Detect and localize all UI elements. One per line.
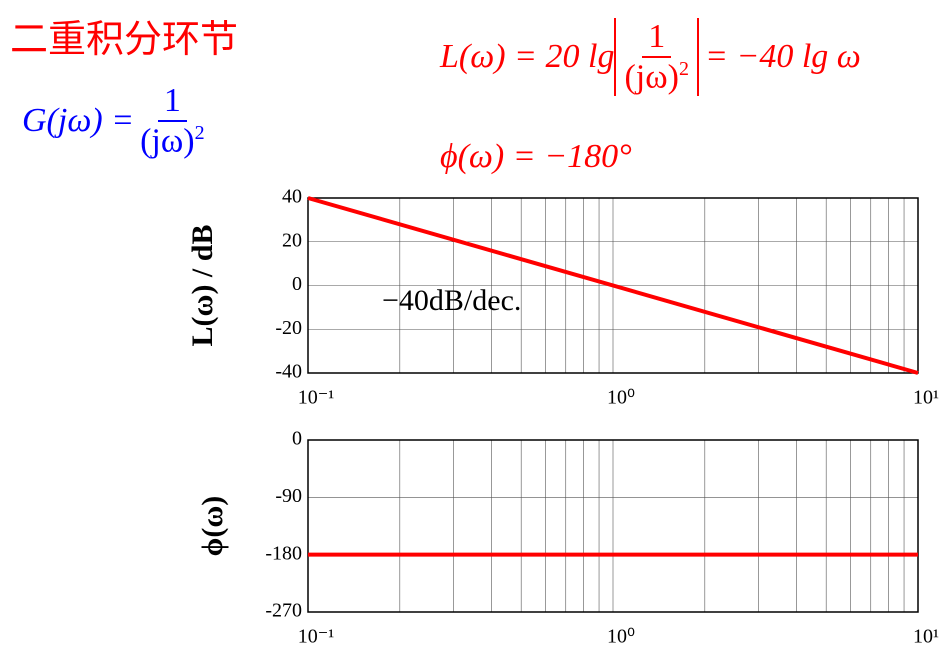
plot-frame <box>307 197 919 374</box>
denominator: (jω)2 <box>140 122 204 160</box>
y-tick-label: 0 <box>292 428 302 450</box>
plot-frame <box>307 439 919 613</box>
y-tick-label: -20 <box>275 317 302 339</box>
numerator: 1 <box>157 82 187 122</box>
y-tick-label: -90 <box>275 485 302 507</box>
transfer-formula: G(jω) = 1 (jω)2 <box>22 82 211 160</box>
y-tick-label: -180 <box>265 542 302 564</box>
magnitude-formula: L(ω) = 20 lg 1 (jω)2 = −40 lg ω <box>440 18 861 97</box>
x-tick-label: 10¹ <box>913 626 939 648</box>
y-tick-label: 40 <box>282 186 302 208</box>
fraction: 1 (jω)2 <box>624 18 688 96</box>
title: 二重积分环节 <box>10 17 239 61</box>
x-tick-label: 10¹ <box>913 387 939 409</box>
y-axis-label: L(ω) / dB <box>186 225 219 347</box>
fraction: 1 (jω)2 <box>140 82 204 160</box>
line <box>307 196 919 375</box>
x-tick-label: 10⁻¹ <box>298 626 335 648</box>
formula-text: L(ω) = 20 lg <box>440 38 615 76</box>
abs-bars: 1 (jω)2 <box>614 18 699 97</box>
y-tick-label: -40 <box>275 361 302 383</box>
x-tick-label: 10⁻¹ <box>298 387 335 409</box>
denominator: (jω)2 <box>624 58 688 96</box>
exponent: 2 <box>194 122 205 144</box>
exponent: 2 <box>678 58 689 80</box>
formula-text: = −40 lg ω <box>704 38 861 76</box>
formula-text: G(jω) = <box>22 102 135 140</box>
y-tick-label: 20 <box>282 229 302 251</box>
annotation: −40dB/dec. <box>382 284 521 317</box>
x-tick-label: 10⁰ <box>607 626 635 648</box>
den: (jω) <box>140 122 195 160</box>
y-tick-label: -270 <box>265 600 302 622</box>
y-axis-label: ϕ(ω) <box>196 496 229 557</box>
den: (jω) <box>624 58 679 96</box>
x-tick-label: 10⁰ <box>607 387 635 409</box>
y-tick-label: 0 <box>292 273 302 295</box>
phase-formula: ϕ(ω) = −180° <box>440 138 632 175</box>
numerator: 1 <box>642 18 672 58</box>
